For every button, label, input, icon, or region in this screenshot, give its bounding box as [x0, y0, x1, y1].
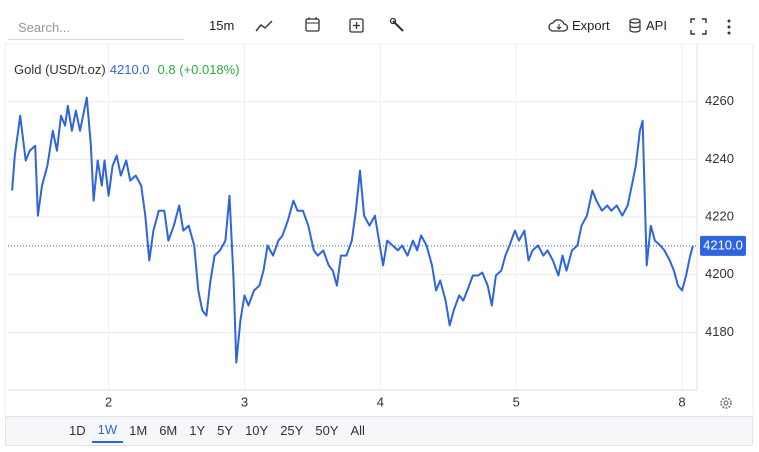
line-type-icon[interactable]: [254, 18, 274, 34]
range-button[interactable]: 50Y: [315, 423, 339, 438]
price-line: [11, 96, 694, 364]
interval-button[interactable]: 15m: [209, 18, 235, 33]
x-tick-label: 2: [105, 394, 112, 409]
x-tick-label: 5: [513, 394, 520, 409]
range-button[interactable]: 1W: [91, 419, 124, 443]
settings-icon[interactable]: [720, 397, 732, 409]
range-button[interactable]: 1Y: [189, 423, 206, 438]
range-button[interactable]: 6M: [159, 423, 178, 438]
price-change: 0.8 (+0.018%): [158, 62, 240, 77]
chart-frame: [4, 43, 754, 415]
range-button[interactable]: All: [350, 423, 365, 438]
tools-icon[interactable]: [389, 17, 407, 35]
range-button[interactable]: 1D: [69, 423, 86, 438]
y-tick-label: 4220: [705, 208, 734, 223]
range-button[interactable]: 10Y: [245, 423, 269, 438]
legend: Gold (USD/t.oz) 4210.0 0.8 (+0.018%): [14, 62, 240, 77]
menu-icon[interactable]: [724, 18, 734, 36]
y-tick-label: 4240: [705, 151, 734, 166]
y-tick-label: 4180: [705, 324, 734, 339]
search-box[interactable]: Search...: [8, 14, 184, 40]
range-button[interactable]: 5Y: [217, 423, 234, 438]
price-tag: [700, 235, 746, 256]
y-tick-label: 4200: [705, 266, 734, 281]
range-bar: 1D 1W 1M 6M 1Y 5Y 10Y 25Y 50Y All: [5, 416, 753, 446]
price-tag-label: 4210.0: [703, 237, 743, 252]
x-tick-label: 3: [241, 394, 248, 409]
last-price: 4210.0: [110, 62, 150, 77]
calendar-icon[interactable]: [304, 16, 322, 34]
compare-icon[interactable]: [348, 17, 366, 35]
fullscreen-icon[interactable]: [690, 18, 708, 36]
series-name: Gold (USD/t.oz): [14, 62, 106, 77]
x-tick-label: 4: [377, 394, 384, 409]
range-button[interactable]: 25Y: [280, 423, 304, 438]
x-tick-label: 8: [678, 394, 685, 409]
y-tick-label: 4260: [705, 93, 734, 108]
api-button[interactable]: API: [646, 18, 667, 33]
api-icon[interactable]: [628, 17, 644, 35]
export-icon[interactable]: [548, 17, 570, 35]
export-button[interactable]: Export: [572, 18, 610, 33]
range-button[interactable]: 1M: [129, 423, 148, 438]
